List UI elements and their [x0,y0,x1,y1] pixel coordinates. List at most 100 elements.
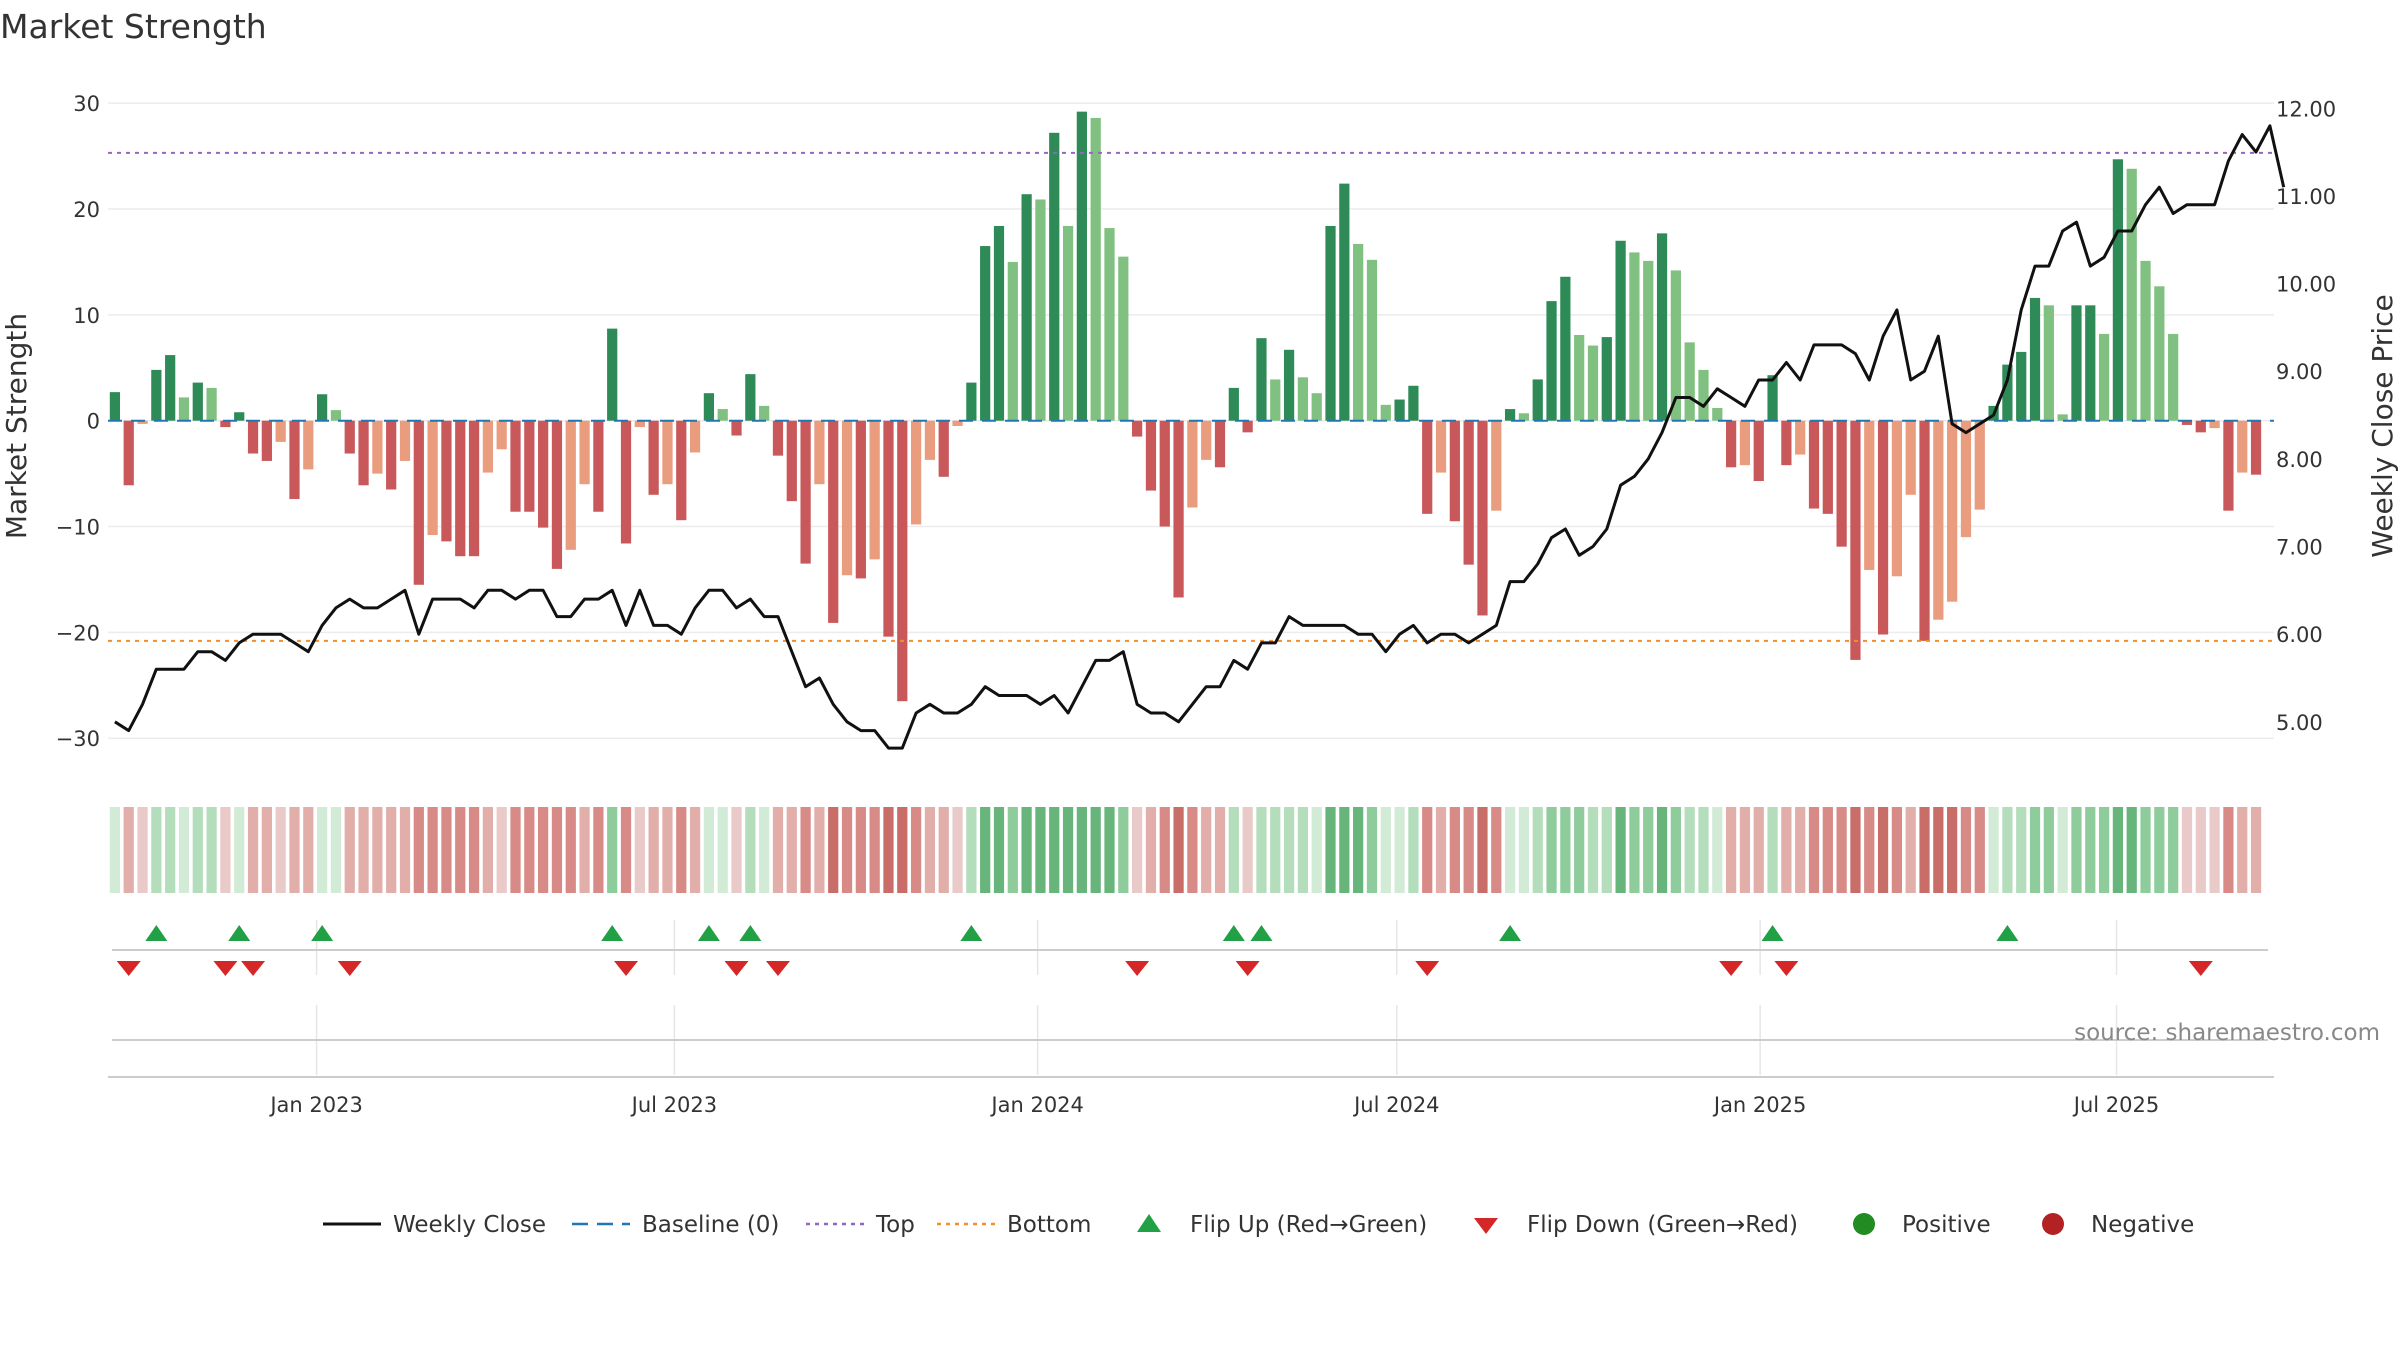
strip-cell [2250,807,2262,893]
strip-cell [1767,807,1778,893]
x-tick-label: Jul 2023 [630,1093,717,1117]
flip-up-marker [1761,925,1784,941]
strength-bar [1864,420,1875,570]
strength-bar [2098,333,2110,421]
strength-bar [869,420,880,560]
strip-cell [1062,807,1074,893]
strength-bar [1684,342,1695,421]
strip-cell [1753,807,1764,893]
strength-bar [980,246,991,421]
strip-cell [1656,807,1668,893]
strip-cell [413,807,424,893]
strip-cell [1587,807,1599,893]
strength-bar [1118,256,1129,421]
y-left-tick-label: 30 [73,92,100,116]
strength-bar [1311,393,1322,421]
strip-cell [330,807,342,893]
strength-bar [386,420,397,490]
strength-bar [2071,305,2082,421]
flip-up-marker [697,925,720,941]
strip-cell [317,807,328,893]
strip-cell [1574,807,1585,893]
strip-cell [1283,807,1295,893]
strip-cell [399,807,411,893]
strength-bar [1201,420,1212,460]
flip-down-marker [1774,961,1799,976]
strength-bar [1822,420,1833,514]
strength-bar [1836,420,1847,547]
strip-cell [1353,807,1364,893]
strength-bar [2154,286,2165,421]
strip-cell [620,807,632,893]
strength-bar [510,420,521,512]
strength-bar [372,420,383,474]
strip-cell [593,807,604,893]
strength-bar [1905,420,1916,495]
strip-cell [828,807,839,893]
strip-cell [1270,807,1281,893]
strength-bar [1408,385,1419,421]
y-right-tick-label: 11.00 [2276,185,2336,209]
strength-bar [841,420,853,576]
strength-bar [344,420,355,454]
strip-cell [1090,807,1101,893]
strip-cell [689,807,701,893]
strip-cell [1173,807,1184,893]
strip-cell [814,807,825,893]
legend-label: Top [875,1212,915,1238]
strip-cell [123,807,134,893]
legend-label: Flip Up (Red→Green) [1190,1212,1427,1238]
flip-up-marker [145,925,168,941]
strength-bar [1532,379,1543,421]
strip-cell [1615,807,1626,893]
flip-markers [112,925,2268,976]
strength-bar [1960,420,1972,538]
strip-cell [151,807,162,893]
strength-bar [2223,420,2234,511]
flip-down-marker [1125,961,1150,976]
strip-cell [1021,807,1032,893]
strength-bar [2057,414,2068,421]
strip-cell [2002,807,2013,893]
strength-bar [1325,225,1336,421]
strength-bar [165,355,176,421]
flip-up-marker [311,925,334,941]
strip-cell [2016,807,2027,893]
strip-cell [579,807,590,893]
strip-cell [1960,807,1972,893]
strength-bar [1366,259,1378,421]
legend-label: Negative [2091,1212,2194,1238]
strength-bar [1449,420,1460,522]
strip-cell [1159,807,1170,893]
strength-bar [206,387,217,421]
legend-label: Weekly Close [393,1212,546,1238]
strip-cell [1145,807,1157,893]
flip-down-marker [765,961,790,976]
strength-bar [2250,420,2262,475]
strength-bar [2168,333,2179,421]
strength-bar [1656,233,1668,421]
strength-bar [1643,260,1654,421]
strength-bar [1477,420,1488,616]
strip-cell [137,807,148,893]
y-left-tick-label: 20 [73,198,100,222]
strip-cell [178,807,190,893]
strip-cell [1795,807,1806,893]
strip-cell [344,807,355,893]
strip-cell [482,807,493,893]
lower-panel [108,1039,2274,1078]
strip-cell [2029,807,2041,893]
strength-bar [151,369,162,421]
strength-bar [1574,334,1585,421]
strip-cell [1049,807,1060,893]
flip-down-marker [614,961,639,976]
strength-bar [1726,420,1737,468]
strength-bar [1629,252,1640,421]
strength-bar [524,420,535,512]
legend-label: Bottom [1007,1212,1091,1238]
strip-cell [1974,807,1985,893]
strength-bar [192,382,203,421]
strip-cell [165,807,176,893]
strip-cell [1214,807,1226,893]
legend-label: Flip Down (Green→Red) [1527,1212,1798,1238]
